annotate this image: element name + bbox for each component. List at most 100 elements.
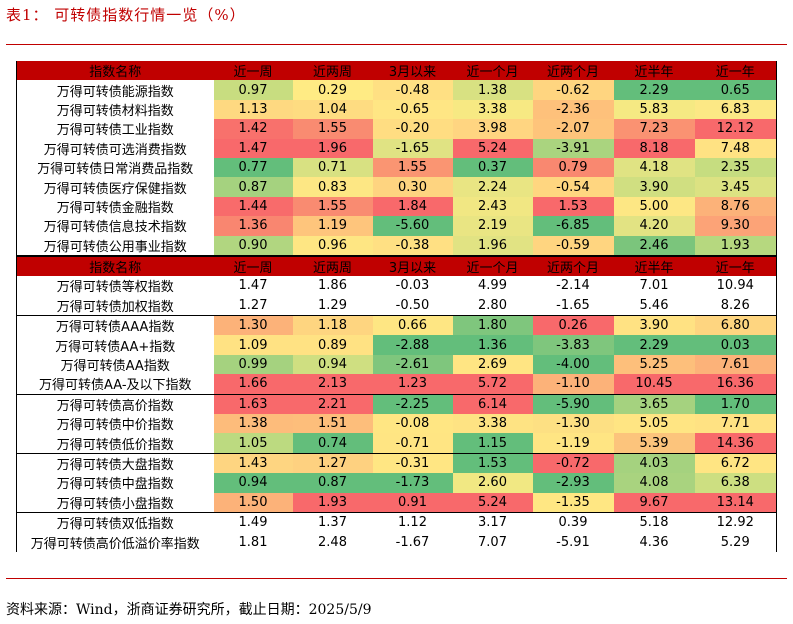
- value-cell: 1.29: [318, 297, 347, 313]
- table-row: 万得可转债可选消费指数 1.47 1.96 -1.65 5.24 -3.91 8.18 7.4…: [16, 138, 777, 158]
- value-cell: 1.27: [292, 452, 373, 474]
- table-row: 万得可转债高价低溢价率指数 1.81 2.48 -1.67 7.07 -5.91 4.36 5…: [16, 532, 777, 552]
- table-row: 万得可转债AA指数 0.99 0.94 -2.61 2.69 -4.00 5.25 7.61: [16, 354, 777, 375]
- value-cell: 3.65: [613, 393, 695, 415]
- value-cell: 0.99: [213, 354, 293, 375]
- value-cell: -0.59: [532, 235, 614, 256]
- value-cell: 0.37: [452, 157, 533, 178]
- value-cell: 7.71: [694, 414, 777, 434]
- value-cell: 6.72: [694, 452, 777, 474]
- value-cell: 2.29: [613, 80, 695, 100]
- index-name: 万得可转债高价低溢价率指数: [16, 532, 214, 552]
- value-cell: 0.89: [292, 335, 373, 355]
- table-row: 万得可转债金融指数 1.44 1.55 1.84 2.43 1.53 5.00 8.76: [16, 196, 777, 217]
- value-cell: 3.45: [694, 177, 777, 197]
- column-header: 近一个月: [452, 61, 533, 81]
- value-cell: -0.50: [395, 297, 430, 313]
- value-cell: -0.31: [372, 452, 453, 474]
- index-name: 万得可转债中盘指数: [16, 473, 214, 493]
- value-cell: 1.50: [213, 492, 293, 513]
- table-row: 万得可转债中价指数 1.38 1.51 -0.08 3.38 -1.30 5.05 7.71: [16, 414, 777, 434]
- value-cell: 1.27: [238, 297, 268, 313]
- value-cell: -2.88: [372, 335, 453, 355]
- value-cell: 3.90: [613, 177, 695, 197]
- index-name: 万得可转债金融指数: [16, 196, 214, 217]
- value-cell: 0.87: [213, 177, 293, 197]
- value-cell: 1.70: [694, 393, 777, 415]
- column-header: 近两个月: [532, 61, 614, 81]
- value-cell: -2.36: [532, 99, 614, 120]
- value-cell: 12.92: [694, 511, 777, 533]
- value-cell: 2.69: [452, 354, 533, 375]
- table-row: 万得可转债信息技术指数 1.36 1.19 -5.60 2.19 -6.85 4.20 9.3…: [16, 216, 777, 236]
- value-cell: 10.45: [613, 374, 695, 395]
- table-row: 万得可转债双低指数 1.49 1.37 1.12 3.17 0.39 5.18 12.92: [16, 511, 777, 533]
- value-cell: 3.38: [452, 414, 533, 434]
- value-cell: -0.71: [372, 433, 453, 454]
- value-cell: 0.26: [532, 315, 614, 336]
- value-cell: 3.38: [452, 99, 533, 120]
- value-cell: 0.87: [292, 473, 373, 493]
- value-cell: -6.85: [532, 216, 614, 236]
- value-cell: 7.23: [613, 119, 695, 139]
- value-cell: 8.18: [613, 138, 695, 158]
- value-cell: 0.94: [213, 473, 293, 493]
- value-cell: 0.83: [292, 177, 373, 197]
- value-cell: 1.18: [292, 315, 373, 336]
- value-cell: 1.30: [213, 315, 293, 336]
- index-name: 万得可转债能源指数: [16, 80, 214, 100]
- table-row: 万得可转债加权指数 1.27 1.29 -0.50 2.80 -1.65 5.46 8.26: [16, 295, 777, 316]
- value-cell: 0.77: [213, 157, 293, 178]
- value-cell: 14.36: [694, 433, 777, 454]
- value-cell: -0.38: [372, 235, 453, 256]
- table-row: 万得可转债小盘指数 1.50 1.93 0.91 5.24 -1.35 9.67 13.14: [16, 492, 777, 513]
- value-cell: 0.74: [292, 433, 373, 454]
- index-name: 万得可转债可选消费指数: [16, 138, 214, 158]
- value-cell: 6.38: [694, 473, 777, 493]
- value-cell: 1.42: [213, 119, 293, 139]
- value-cell: 0.39: [532, 511, 614, 533]
- value-cell: 1.04: [292, 99, 373, 120]
- value-cell: 1.38: [213, 414, 293, 434]
- value-cell: 0.65: [694, 80, 777, 100]
- value-cell: 5.39: [613, 433, 695, 454]
- value-cell: -1.67: [395, 534, 430, 550]
- value-cell: 1.66: [213, 374, 293, 395]
- value-cell: 0.96: [292, 235, 373, 256]
- value-cell: 0.29: [292, 80, 373, 100]
- value-cell: 1.23: [372, 374, 453, 395]
- index-name: 万得可转债加权指数: [16, 295, 214, 316]
- value-cell: 1.43: [213, 452, 293, 474]
- column-header: 3月以来: [372, 254, 453, 277]
- value-cell: 5.24: [452, 492, 533, 513]
- value-cell: 1.96: [292, 138, 373, 158]
- value-cell: 7.61: [694, 354, 777, 375]
- value-cell: 0.71: [292, 157, 373, 178]
- index-name: 万得可转债AAA指数: [16, 315, 214, 336]
- value-cell: -2.61: [372, 354, 453, 375]
- index-name: 万得可转债双低指数: [16, 511, 214, 533]
- value-cell: -0.54: [532, 177, 614, 197]
- value-cell: 1.55: [292, 196, 373, 217]
- value-cell: -1.30: [532, 414, 614, 434]
- value-cell: 0.94: [292, 354, 373, 375]
- value-cell: 0.03: [694, 335, 777, 355]
- value-cell: -1.65: [556, 297, 590, 313]
- value-cell: 1.86: [318, 278, 347, 294]
- value-cell: 5.24: [452, 138, 533, 158]
- column-header: 近一周: [213, 61, 293, 81]
- top-rule: [6, 44, 787, 45]
- table-row: 万得可转债工业指数 1.42 1.55 -0.20 3.98 -2.07 7.23 12.12: [16, 119, 777, 139]
- index-name: 万得可转债AA+指数: [16, 335, 214, 355]
- value-cell: 1.36: [452, 335, 533, 355]
- value-cell: 5.18: [613, 511, 695, 533]
- index-name: 万得可转债高价指数: [16, 393, 214, 415]
- value-cell: 6.14: [452, 393, 533, 415]
- bottom-rule: [6, 578, 787, 579]
- value-cell: 1.51: [292, 414, 373, 434]
- value-cell: 2.24: [452, 177, 533, 197]
- index-name: 万得可转债等权指数: [16, 276, 214, 296]
- value-cell: 7.07: [478, 534, 507, 550]
- index-name: 万得可转债材料指数: [16, 99, 214, 120]
- index-name: 万得可转债工业指数: [16, 119, 214, 139]
